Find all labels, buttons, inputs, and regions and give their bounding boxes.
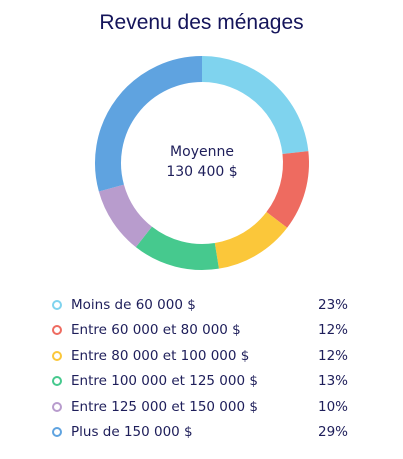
legend-label: Plus de 150 000 $ — [71, 424, 193, 441]
legend-percentage: 29% — [317, 424, 348, 441]
legend-item: Entre 100 000 et 125 000 $ 13% — [52, 369, 348, 395]
legend-percentage: 23% — [317, 296, 348, 313]
donut-slice — [201, 56, 309, 155]
legend-label: Entre 60 000 et 80 000 $ — [71, 322, 241, 339]
legend-percentage: 10% — [317, 398, 348, 415]
legend-label: Entre 100 000 et 125 000 $ — [71, 373, 258, 390]
donut-slice — [266, 151, 309, 228]
donut-slice — [95, 56, 203, 192]
donut-slice — [98, 184, 153, 248]
legend-item: Plus de 150 000 $ 29% — [52, 420, 348, 446]
legend-item: Moins de 60 000 $ 23% — [52, 292, 348, 318]
center-summary: Moyenne 130 400 $ — [140, 142, 264, 182]
legend-swatch — [52, 350, 62, 361]
legend-swatch — [52, 299, 62, 310]
legend-item: Entre 125 000 et 150 000 $ 10% — [52, 394, 348, 420]
legend-percentage: 12% — [317, 322, 348, 339]
chart-legend: Moins de 60 000 $ 23% Entre 60 000 et 80 0… — [52, 292, 348, 445]
legend-percentage: 12% — [317, 347, 348, 364]
legend-label: Entre 125 000 et 150 000 $ — [71, 398, 258, 415]
legend-item: Entre 60 000 et 80 000 $ 12% — [52, 318, 348, 344]
donut-slice — [214, 211, 288, 269]
center-label-title: Moyenne — [170, 144, 234, 160]
donut-slices — [95, 56, 309, 270]
legend-label: Entre 80 000 et 100 000 $ — [71, 347, 250, 364]
legend-swatch — [52, 376, 62, 387]
donut-chart — [95, 56, 309, 270]
legend-swatch — [52, 325, 62, 336]
legend-swatch — [52, 401, 62, 412]
legend-swatch — [52, 427, 62, 438]
chart-title: Revenu des ménages — [99, 11, 304, 34]
donut-slice — [135, 226, 219, 270]
legend-item: Entre 80 000 et 100 000 $ 12% — [52, 343, 348, 369]
legend-percentage: 13% — [317, 373, 348, 390]
legend-label: Moins de 60 000 $ — [71, 296, 196, 313]
center-label-value: 130 400 $ — [166, 164, 238, 180]
